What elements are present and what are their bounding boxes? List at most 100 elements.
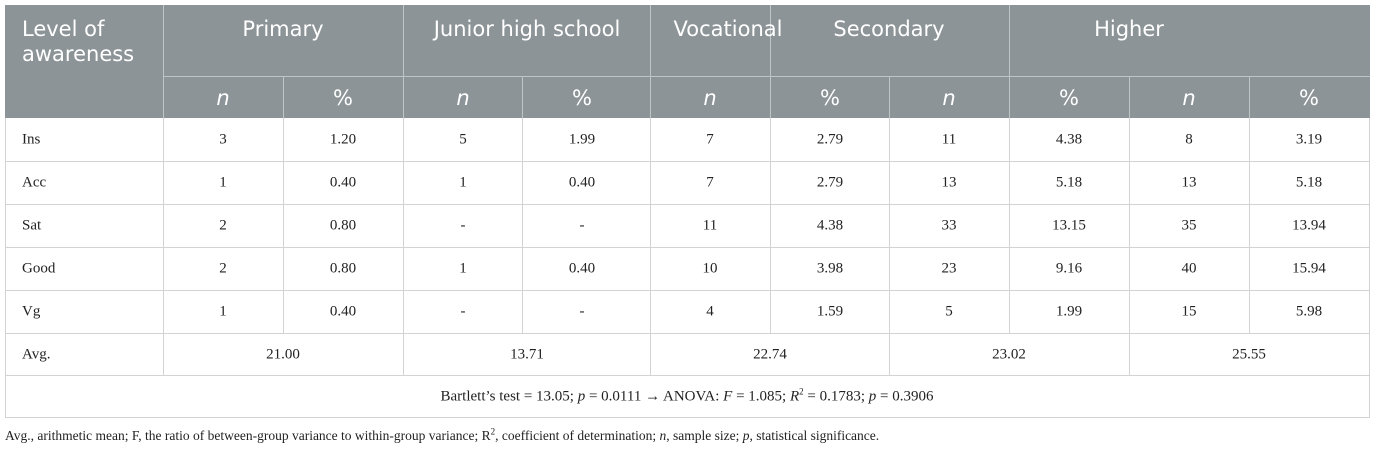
col-divider [1129,118,1130,376]
header-divider [283,76,284,118]
header-sub-n: n [942,86,956,110]
row-divider [5,204,1370,205]
col-divider [650,118,651,376]
r-symbol: R [789,388,800,405]
header-sub-percent: % [572,86,592,110]
avg-value-junior-high: 13.71 [510,346,544,363]
table-cell: 13 [941,174,957,191]
header-sub-n: n [456,86,470,110]
header-sub-percent: % [820,86,840,110]
col-divider [1009,118,1010,333]
table-cell: - [579,303,585,320]
footnote-p: p [742,428,750,443]
r-value-text: = 0.1783; [803,388,869,405]
footnote-text: , sample size; [666,428,743,443]
header-divider [1129,76,1130,118]
table-cell: 5.98 [1295,303,1323,320]
row-divider [5,290,1370,291]
p-symbol: p [868,388,877,405]
col-divider [283,118,284,333]
table-cell: 1 [219,174,227,191]
table-cell: 0.40 [568,174,596,191]
header-divider [163,5,164,118]
table-cell: 1 [219,303,227,320]
table-cell: 13.15 [1052,217,1086,234]
p-value-text: = 0.0111 → ANOVA: [585,388,724,405]
table-cell: 1 [459,174,467,191]
table-cell: 3 [219,131,227,148]
r-superscript: 2 [799,386,804,397]
avg-value-vocational: 22.74 [753,346,787,363]
table-cell: 1.20 [329,131,357,148]
avg-value-secondary: 23.02 [992,346,1026,363]
table-cell: 7 [706,174,714,191]
table-cell: 5 [945,303,953,320]
table-cell: 2.79 [816,131,844,148]
row-label: Sat [22,217,42,234]
header-level-line2: awareness [22,42,135,66]
p-symbol: p [577,388,586,405]
col-divider [163,118,164,376]
table-cell: 10 [702,260,718,277]
table-cell: 0.80 [329,217,357,234]
col-divider [522,118,523,333]
table-cell: 1.59 [816,303,844,320]
table-cell: 40 [1181,260,1197,277]
row-label: Good [22,260,56,277]
table-cell: 0.40 [568,260,596,277]
table-cell: 5.18 [1055,174,1083,191]
table-cell: 3.98 [816,260,844,277]
table-cell: 7 [706,131,714,148]
header-sub-percent: % [333,86,353,110]
row-label: Acc [22,174,47,191]
col-divider [403,118,404,376]
p-value-text: = 0.3906 [876,388,934,405]
header-divider [163,76,1370,77]
header-divider [522,76,523,118]
table-cell: 3.19 [1295,131,1323,148]
header-group-junior-high: Junior high school [433,17,621,41]
footnote-text: , statistical significance. [749,428,880,443]
table-cell: 1.99 [1055,303,1083,320]
table-cell: 23 [941,260,957,277]
f-symbol: F [723,388,733,405]
footnote-n: n [659,428,667,443]
col-divider [1249,118,1250,333]
row-label: Vg [22,303,41,320]
table-cell: 15 [1181,303,1197,320]
table-cell: 1 [459,260,467,277]
row-divider [5,333,1370,334]
header-group-secondary: Secondary [833,17,945,41]
table-footnote: Avg., arithmetic mean; F, the ratio of b… [5,426,880,444]
header-group-vocational: Vocational [673,17,783,41]
table-cell: 11 [941,131,957,148]
header-group-higher: Higher [1094,17,1164,41]
table-cell: 2.79 [816,174,844,191]
col-divider [889,118,890,376]
table-cell: 2 [219,217,227,234]
table-cell: 9.16 [1055,260,1083,277]
table-cell: - [460,217,466,234]
table-cell: 0.80 [329,260,357,277]
table-cell: - [460,303,466,320]
table-cell: 8 [1185,131,1193,148]
header-sub-n: n [1182,86,1196,110]
table-header [5,5,1370,118]
header-divider [770,5,771,118]
table-cell: - [579,217,585,234]
header-group-primary: Primary [242,17,324,41]
table-border [5,118,6,418]
avg-label: Avg. [22,346,51,363]
header-divider [650,5,651,118]
stats-line: Bartlett’s test = 13.05; p = 0.0111 → AN… [441,386,934,406]
header-divider [1249,76,1250,118]
header-divider [889,76,890,118]
row-label: Ins [22,131,41,148]
header-sub-percent: % [1059,86,1079,110]
footnote-superscript: 2 [490,426,496,437]
table-cell: 13.94 [1292,217,1326,234]
avg-value-primary: 21.00 [266,346,300,363]
avg-value-higher: 25.55 [1232,346,1266,363]
table-cell: 15.94 [1292,260,1326,277]
header-divider [1009,5,1010,118]
